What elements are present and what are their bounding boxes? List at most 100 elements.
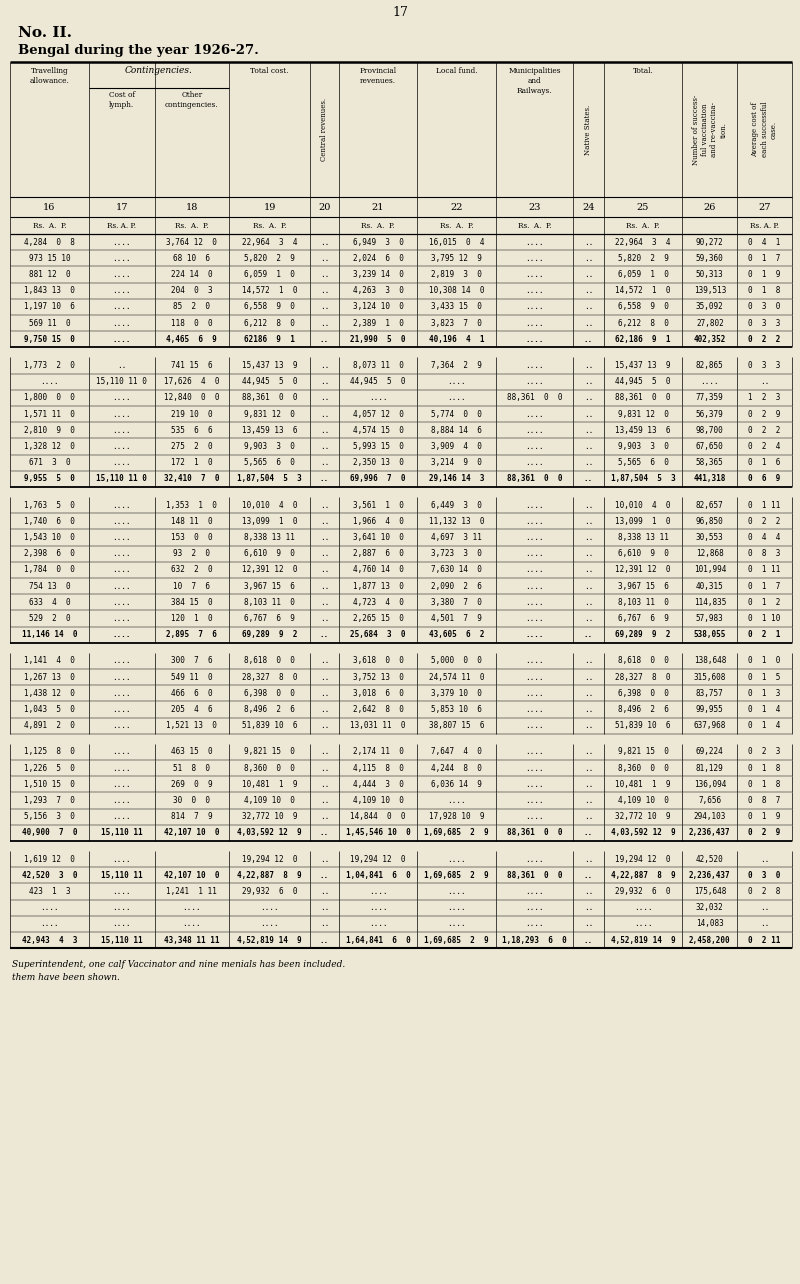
Text: ....: .... — [448, 855, 466, 864]
Text: them have been shown.: them have been shown. — [12, 973, 120, 982]
Text: 153  0  0: 153 0 0 — [171, 533, 213, 542]
Text: 5,565  6  0: 5,565 6 0 — [618, 458, 669, 467]
Text: ....: .... — [113, 303, 131, 312]
Text: ..: .. — [320, 474, 329, 483]
Text: 269  0  9: 269 0 9 — [171, 779, 213, 788]
Text: 88,361  0  0: 88,361 0 0 — [507, 871, 562, 880]
Text: ..: .. — [584, 533, 593, 542]
Text: Provincial
revenues.: Provincial revenues. — [359, 67, 397, 85]
Text: 114,835: 114,835 — [694, 598, 726, 607]
Text: ..: .. — [584, 796, 593, 805]
Text: ....: .... — [526, 550, 544, 559]
Text: 7,647  4  0: 7,647 4 0 — [431, 747, 482, 756]
Text: 219 10  0: 219 10 0 — [171, 410, 213, 419]
Text: ....: .... — [448, 887, 466, 896]
Text: ....: .... — [526, 903, 544, 912]
Text: 8,496  2  6: 8,496 2 6 — [244, 705, 295, 714]
Text: 13,099  1  0: 13,099 1 0 — [615, 516, 670, 526]
Text: 1,763  5  0: 1,763 5 0 — [24, 501, 75, 510]
Text: ..: .. — [320, 673, 329, 682]
Text: 10,010  4  0: 10,010 4 0 — [615, 501, 670, 510]
Text: 8,884 14  6: 8,884 14 6 — [431, 426, 482, 435]
Text: 88,361  0  0: 88,361 0 0 — [242, 393, 298, 402]
Text: 9,903  3  0: 9,903 3 0 — [244, 442, 295, 451]
Text: ....: .... — [526, 705, 544, 714]
Text: Rs.  A.  P.: Rs. A. P. — [175, 222, 209, 230]
Text: 23: 23 — [528, 203, 541, 212]
Text: ..: .. — [320, 813, 329, 822]
Text: 11,132 13  0: 11,132 13 0 — [429, 516, 485, 526]
Text: 32,772 10  9: 32,772 10 9 — [242, 813, 298, 822]
Text: 1,69,685  2  9: 1,69,685 2 9 — [425, 828, 490, 837]
Text: 15,110 11 0: 15,110 11 0 — [96, 474, 147, 483]
Text: 0  2  9: 0 2 9 — [749, 410, 781, 419]
Text: ..: .. — [760, 855, 770, 864]
Text: ....: .... — [526, 722, 544, 731]
Text: ..: .. — [584, 270, 593, 279]
Text: ....: .... — [526, 286, 544, 295]
Text: 4,52,819 14  9: 4,52,819 14 9 — [610, 936, 675, 945]
Text: 5,565  6  0: 5,565 6 0 — [244, 458, 295, 467]
Text: 17: 17 — [392, 6, 408, 19]
Text: Local fund.: Local fund. — [436, 67, 478, 74]
Text: ..: .. — [320, 919, 329, 928]
Text: 224 14  0: 224 14 0 — [171, 270, 213, 279]
Text: ....: .... — [448, 796, 466, 805]
Text: 98,700: 98,700 — [696, 426, 724, 435]
Text: 15,437 13  9: 15,437 13 9 — [615, 361, 670, 370]
Text: ..: .. — [320, 442, 329, 451]
Text: 3,641 10  0: 3,641 10 0 — [353, 533, 403, 542]
Text: ..: .. — [320, 722, 329, 731]
Text: 4,723  4  0: 4,723 4 0 — [353, 598, 403, 607]
Text: 881 12  0: 881 12 0 — [29, 270, 70, 279]
Text: 2,174 11  0: 2,174 11 0 — [353, 747, 403, 756]
Text: ....: .... — [448, 377, 466, 386]
Text: 3,967 15  6: 3,967 15 6 — [244, 582, 295, 591]
Text: 13,459 13  6: 13,459 13 6 — [242, 426, 298, 435]
Text: 2,090  2  6: 2,090 2 6 — [431, 582, 482, 591]
Text: 0  2  2: 0 2 2 — [749, 426, 781, 435]
Text: ..: .. — [320, 855, 329, 864]
Text: ....: .... — [113, 286, 131, 295]
Text: 10,308 14  0: 10,308 14 0 — [429, 286, 485, 295]
Text: 0  6  9: 0 6 9 — [749, 474, 781, 483]
Text: ....: .... — [260, 903, 279, 912]
Text: 3,967 15  6: 3,967 15 6 — [618, 582, 669, 591]
Text: 40,315: 40,315 — [696, 582, 724, 591]
Text: 0  1  3: 0 1 3 — [749, 688, 781, 697]
Text: ..: .. — [320, 393, 329, 402]
Text: 3,909  4  0: 3,909 4 0 — [431, 442, 482, 451]
Text: 57,983: 57,983 — [696, 614, 724, 623]
Text: Travelling
allowance.: Travelling allowance. — [30, 67, 70, 85]
Text: 42,107 10  0: 42,107 10 0 — [164, 871, 219, 880]
Text: 101,994: 101,994 — [694, 565, 726, 574]
Text: 632  2  0: 632 2 0 — [171, 565, 213, 574]
Text: 18: 18 — [186, 203, 198, 212]
Text: Rs.  A.  P.: Rs. A. P. — [33, 222, 66, 230]
Text: 12,840  0  0: 12,840 0 0 — [164, 393, 219, 402]
Text: 14,083: 14,083 — [696, 919, 724, 928]
Text: ....: .... — [526, 426, 544, 435]
Text: 42,520  3  0: 42,520 3 0 — [22, 871, 77, 880]
Text: ....: .... — [113, 426, 131, 435]
Text: 7,364  2  9: 7,364 2 9 — [431, 361, 482, 370]
Text: 32,772 10  9: 32,772 10 9 — [615, 813, 670, 822]
Text: 69,289  9  2: 69,289 9 2 — [615, 630, 670, 639]
Text: 32,410  7  0: 32,410 7 0 — [164, 474, 219, 483]
Text: 3,124 10  0: 3,124 10 0 — [353, 303, 403, 312]
Text: ....: .... — [634, 919, 652, 928]
Text: 0  2  1: 0 2 1 — [749, 630, 781, 639]
Text: ....: .... — [113, 813, 131, 822]
Text: 3,823  7  0: 3,823 7 0 — [431, 318, 482, 327]
Text: 1,18,293  6  0: 1,18,293 6 0 — [502, 936, 567, 945]
Text: ....: .... — [113, 747, 131, 756]
Text: 463 15  0: 463 15 0 — [171, 747, 213, 756]
Text: 16: 16 — [43, 203, 56, 212]
Text: ....: .... — [526, 377, 544, 386]
Text: 11,146 14  0: 11,146 14 0 — [22, 630, 77, 639]
Text: ..: .. — [584, 722, 593, 731]
Text: 0  4  1: 0 4 1 — [749, 238, 781, 247]
Text: 205  4  6: 205 4 6 — [171, 705, 213, 714]
Text: ....: .... — [448, 903, 466, 912]
Text: 5,853 10  6: 5,853 10 6 — [431, 705, 482, 714]
